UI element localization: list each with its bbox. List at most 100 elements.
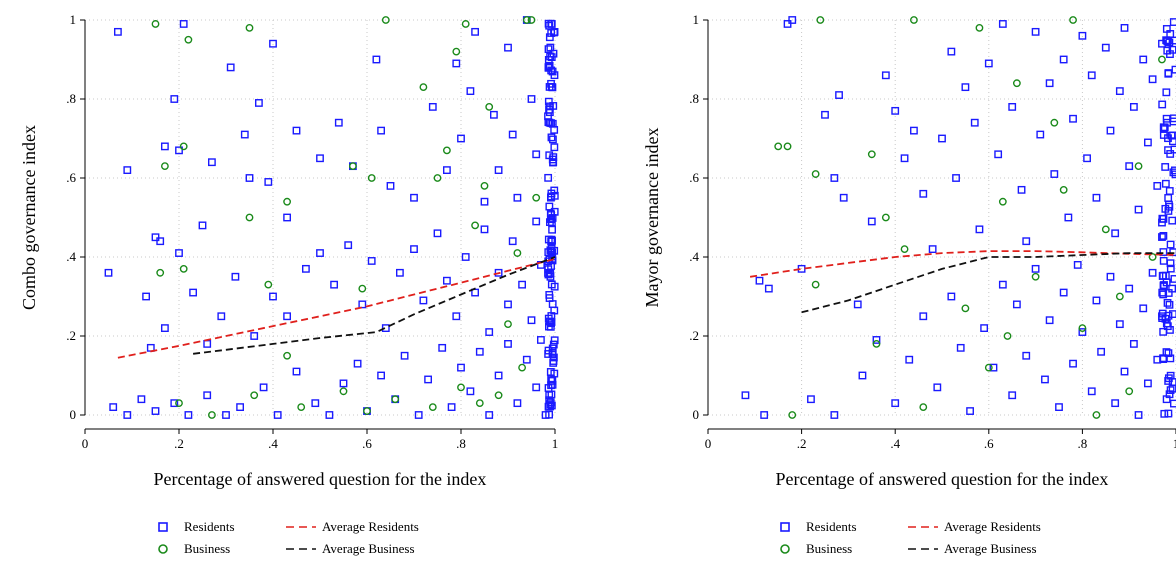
data-point-business <box>419 83 428 92</box>
legend-label-avg-residents: Average Residents <box>944 519 1041 534</box>
data-point-residents <box>984 59 993 68</box>
data-point-residents <box>788 16 797 24</box>
data-point-residents <box>1134 411 1143 419</box>
data-point-business <box>532 193 541 202</box>
data-point-residents <box>966 407 974 415</box>
legend-item-residents: Residents <box>148 519 286 535</box>
data-point-residents <box>452 59 461 68</box>
data-point-residents <box>1162 88 1171 97</box>
data-point-residents <box>513 193 522 202</box>
data-point-residents <box>175 249 183 257</box>
data-point-residents <box>891 106 900 115</box>
data-point-residents <box>1106 272 1115 281</box>
data-point-residents <box>316 249 324 257</box>
data-point-residents <box>527 95 536 103</box>
data-point-residents <box>1159 248 1168 256</box>
data-point-residents <box>302 264 310 273</box>
data-point-residents <box>544 346 553 355</box>
data-point-residents <box>179 20 188 28</box>
data-point-residents <box>226 63 235 72</box>
data-point-residents <box>1045 316 1054 325</box>
data-point-residents <box>1069 359 1077 368</box>
data-point-residents <box>989 363 998 372</box>
data-point-residents <box>123 166 132 174</box>
data-point-residents <box>123 411 132 419</box>
data-point-business <box>391 395 400 404</box>
data-point-residents <box>547 192 556 201</box>
data-point-residents <box>358 300 367 309</box>
data-point-residents <box>938 134 946 143</box>
legend-item-business: Business <box>770 541 908 557</box>
data-point-residents <box>1166 240 1175 249</box>
data-point-business <box>975 23 984 32</box>
data-point-residents <box>1111 229 1120 238</box>
data-point-residents <box>292 367 301 376</box>
data-point-residents <box>377 371 385 380</box>
x-tick-label: .6 <box>362 436 372 451</box>
data-point-residents <box>1164 207 1173 215</box>
data-point-residents <box>550 207 559 216</box>
data-point-residents <box>428 102 437 111</box>
data-point-residents <box>273 411 282 419</box>
y-tick-label: 0 <box>693 407 700 422</box>
data-point-residents <box>1083 154 1091 163</box>
grid <box>84 19 556 416</box>
data-point-residents <box>980 324 989 332</box>
data-point-residents <box>544 265 553 274</box>
data-point-residents <box>283 213 291 222</box>
data-point-residents <box>545 317 554 326</box>
data-point-business <box>480 181 489 190</box>
data-point-business <box>381 16 390 24</box>
data-point-business <box>518 363 526 372</box>
data-point-residents <box>547 19 556 28</box>
data-point-business <box>1134 162 1143 171</box>
data-point-residents <box>1139 55 1148 64</box>
square-marker-icon <box>148 522 178 532</box>
data-point-residents <box>457 363 465 372</box>
data-point-residents <box>994 150 1003 159</box>
data-point-residents <box>998 280 1007 289</box>
data-point-residents <box>1144 379 1152 388</box>
average-business-line <box>192 256 556 355</box>
data-point-residents <box>344 241 353 250</box>
data-point-residents <box>410 245 418 253</box>
data-point-residents <box>386 181 395 190</box>
data-point-business <box>358 284 367 293</box>
data-point-residents <box>1169 310 1176 318</box>
data-point-residents <box>545 391 554 400</box>
x-tick-label: .2 <box>797 436 807 451</box>
data-point-residents <box>835 91 843 99</box>
data-point-residents <box>504 300 512 309</box>
data-point-residents <box>250 332 259 340</box>
data-point-residents <box>438 343 447 352</box>
x-axis-title: Percentage of answered question for the … <box>154 469 487 489</box>
data-point-business <box>811 280 820 289</box>
data-point-business <box>1125 387 1134 396</box>
y-axis-title: Combo governance index <box>19 125 39 310</box>
y-axis-title: Mayor governance index <box>642 128 662 308</box>
data-point-residents <box>1166 264 1175 273</box>
data-point-residents <box>919 312 928 321</box>
data-point-residents <box>1031 264 1040 273</box>
data-point-business <box>151 20 160 28</box>
data-point-residents <box>1041 375 1049 384</box>
average-residents-line <box>749 250 1176 278</box>
data-point-business <box>504 320 512 329</box>
grid <box>707 19 1176 416</box>
data-point-residents <box>311 399 320 408</box>
data-point-residents <box>881 71 890 80</box>
data-point-residents <box>1159 256 1168 265</box>
data-point-residents <box>494 371 503 380</box>
data-point-residents <box>858 371 867 380</box>
data-point-residents <box>522 355 531 364</box>
data-point-residents <box>544 173 553 182</box>
data-point-residents <box>821 110 829 119</box>
data-point-residents <box>548 376 557 385</box>
data-point-business <box>527 16 536 24</box>
data-point-residents <box>334 118 343 127</box>
chart-svg-combo: 0 .2 .4 .6 .8 1 0 .2 .4 .6 .8 1 Percentage of answer… <box>19 12 559 489</box>
data-point-business <box>457 383 465 392</box>
data-point-residents <box>203 391 212 400</box>
data-point-residents <box>1158 233 1166 241</box>
data-point-residents <box>1170 145 1176 154</box>
